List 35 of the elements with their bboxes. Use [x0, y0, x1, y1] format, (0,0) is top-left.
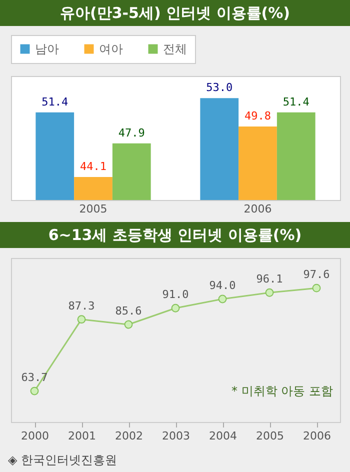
x-tick-label: 2005	[256, 430, 284, 442]
text: ◈ 한국인터넷진흥원	[7, 452, 118, 469]
x-tick-label: 2004	[209, 430, 237, 442]
point	[218, 294, 227, 304]
data-label: 51.4	[282, 95, 310, 108]
x-tick-label: 2002	[115, 430, 143, 442]
data-label: 94.0	[209, 279, 236, 292]
point	[77, 315, 86, 324]
x-tick-label: 2005	[79, 202, 108, 216]
data-label: 97.6	[303, 268, 330, 282]
x-tick-label: 2001	[68, 430, 96, 442]
point	[124, 320, 133, 329]
data-label: 91.0	[162, 288, 189, 302]
legend-label: 남아	[35, 42, 59, 56]
x-tick-label: 2000	[21, 430, 49, 442]
x-tick-label: 2003	[162, 430, 190, 442]
point	[171, 304, 180, 312]
x-tick-label: 2006	[303, 430, 331, 442]
data-label: 51.4	[42, 95, 68, 108]
data-label: 44.1	[80, 160, 106, 173]
data-label: 85.6	[115, 304, 142, 318]
data-label: 49.8	[244, 109, 271, 122]
data-label: 53.0	[206, 81, 233, 94]
data-label: 96.1	[256, 272, 283, 286]
legend-label: 여아	[99, 42, 123, 56]
x-tick-label: 2006	[244, 202, 272, 216]
chart-title: 유아(만3-5세) 인터넷 이용률(%)	[0, 0, 350, 26]
annotation: * 미취학 아동 포함	[232, 384, 333, 398]
point	[265, 288, 274, 297]
chart-title: 6~13세 초등학생 인터넷 이용률(%)	[0, 222, 350, 248]
point	[312, 284, 321, 292]
data-label: 47.9	[118, 126, 145, 140]
point	[30, 386, 39, 396]
data-label: 87.3	[68, 299, 95, 312]
legend-label: 전체	[163, 42, 187, 56]
